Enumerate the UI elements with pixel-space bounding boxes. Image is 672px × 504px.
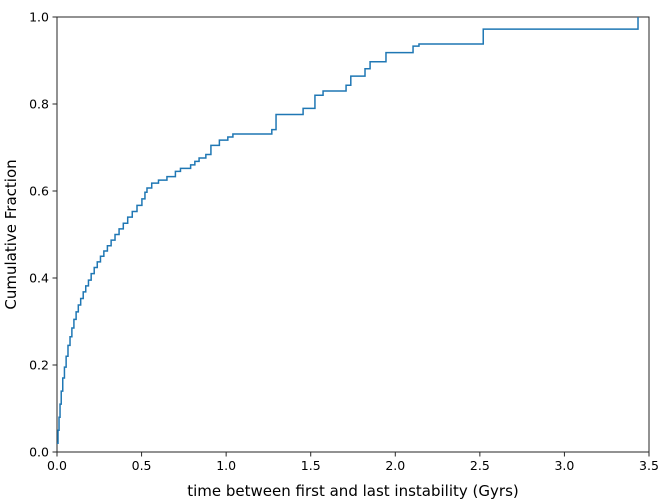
y-axis-label: Cumulative Fraction <box>2 159 20 309</box>
plot-spines <box>56 16 650 453</box>
x-tick-label: 3.5 <box>639 458 659 473</box>
y-tick-label: 0.8 <box>29 97 49 112</box>
x-tick-label: 2.5 <box>470 458 490 473</box>
axes-box <box>56 16 650 453</box>
axis-ticks <box>52 16 650 457</box>
x-tick-label: 2.0 <box>385 458 405 473</box>
y-tick-label: 0.6 <box>29 184 49 199</box>
x-tick-label: 1.0 <box>216 458 236 473</box>
axis-tick-labels: 0.0 0.5 1.0 1.5 2.0 2.5 3.0 3.5 0.0 0.2 0.4 0.6 0.8 1… <box>29 10 659 474</box>
y-tick-label: 0.0 <box>29 445 49 460</box>
y-tick-label: 0.4 <box>29 271 49 286</box>
x-tick-label: 1.5 <box>301 458 321 473</box>
x-tick-label: 0.0 <box>47 458 67 473</box>
x-tick-label: 3.0 <box>554 458 574 473</box>
x-tick-label: 0.5 <box>132 458 152 473</box>
cdf-curve <box>57 17 639 445</box>
x-axis-label: time between first and last instability … <box>187 482 518 500</box>
y-tick-label: 0.2 <box>29 358 49 373</box>
y-tick-label: 1.0 <box>29 10 49 25</box>
